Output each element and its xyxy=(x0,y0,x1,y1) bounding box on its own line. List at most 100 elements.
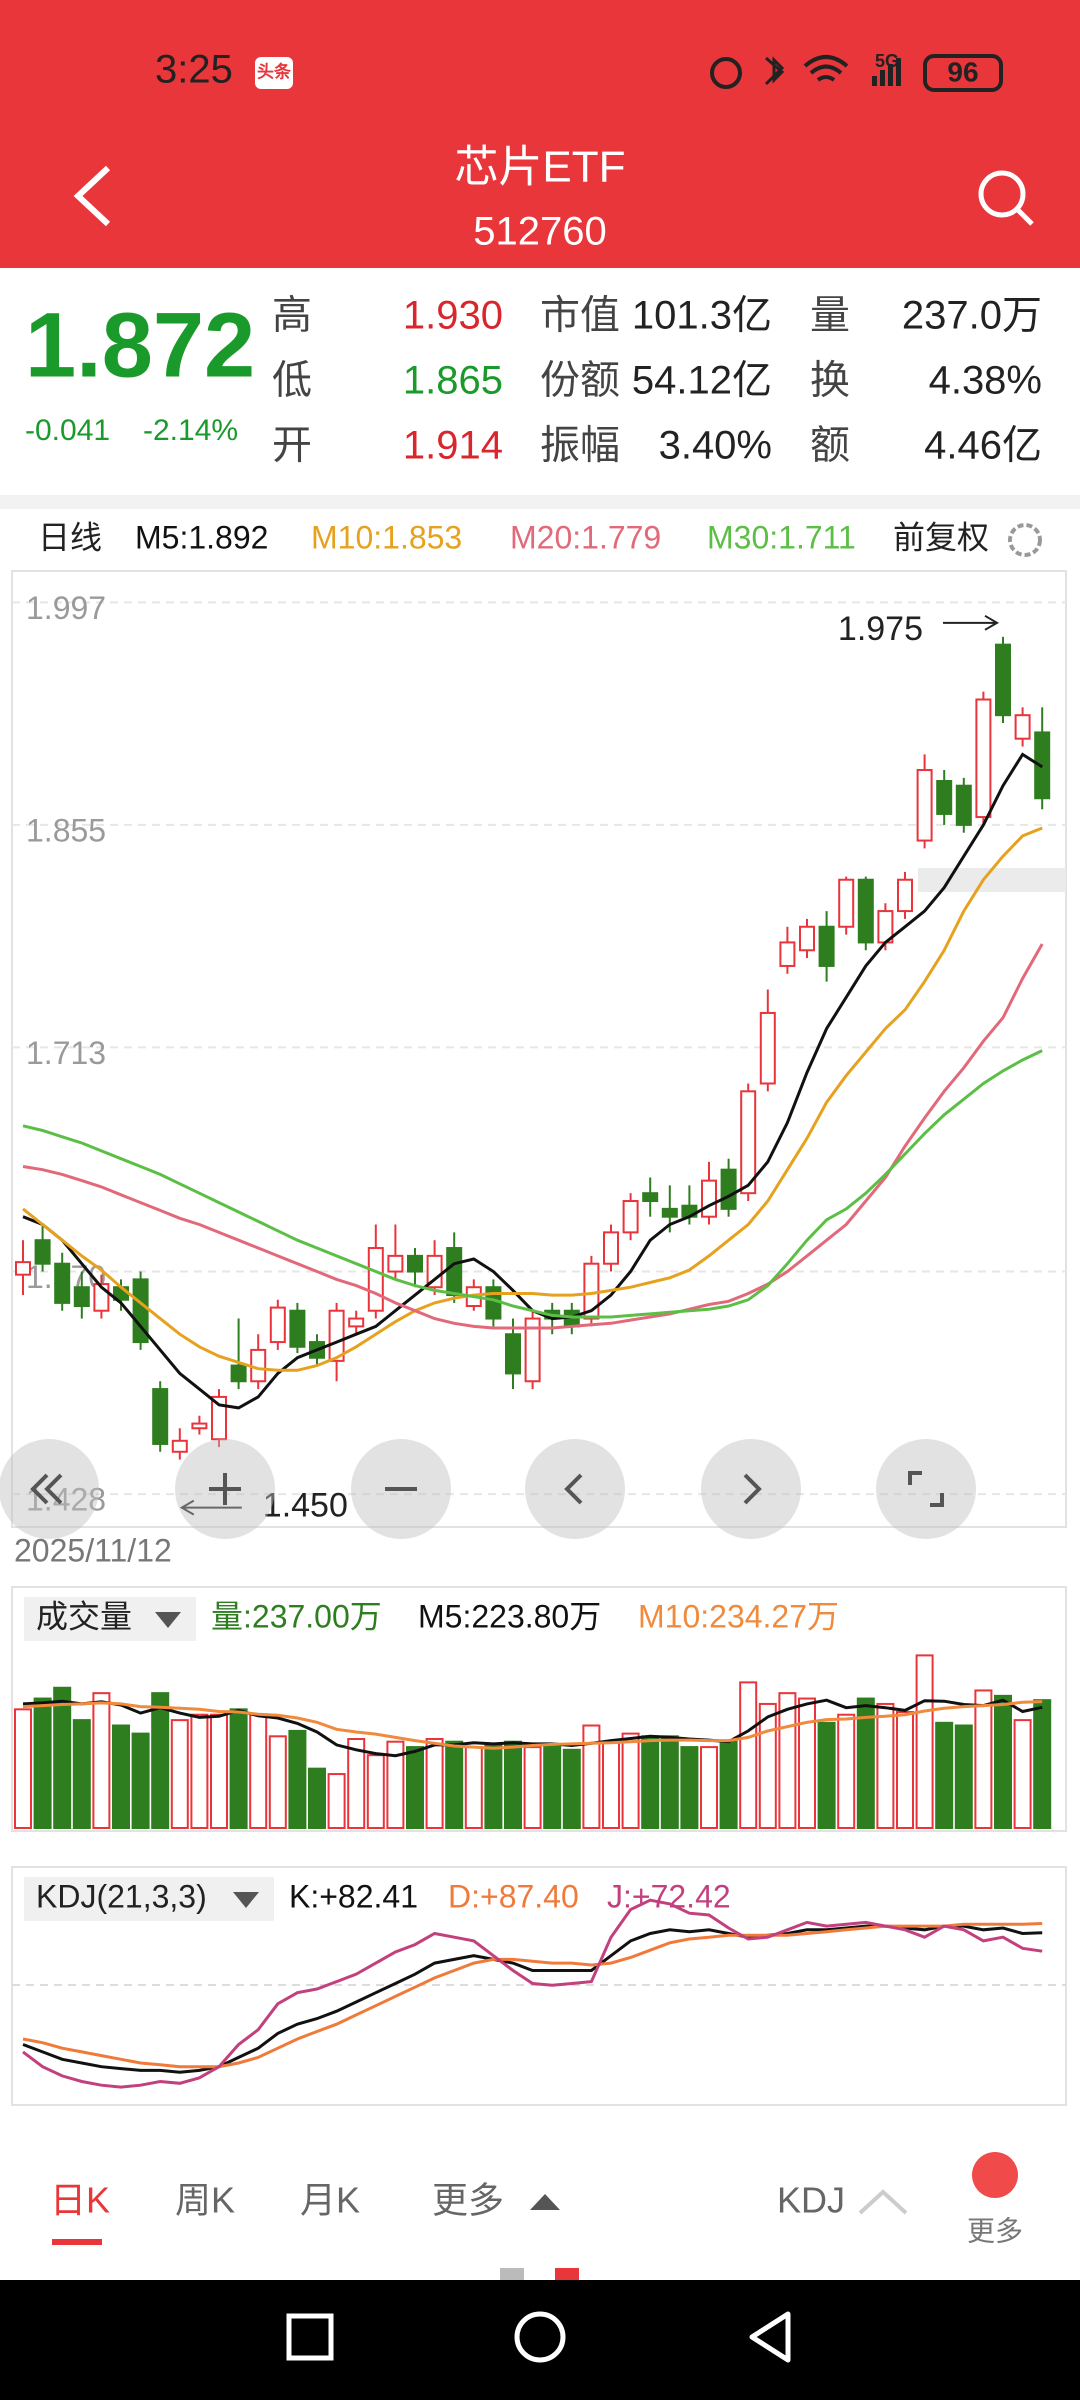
quote-value: 101.3亿 xyxy=(632,294,772,338)
candle-body xyxy=(857,878,874,944)
volume-bar xyxy=(425,1738,444,1829)
more-icon[interactable] xyxy=(972,2152,1018,2198)
battery-level: 96 xyxy=(947,56,978,87)
candle-body xyxy=(54,1262,71,1304)
candle-body xyxy=(152,1388,169,1445)
volume-bar xyxy=(72,1719,91,1829)
candle-body xyxy=(916,769,933,842)
price-change: -0.041 xyxy=(25,414,110,447)
volume-bar xyxy=(817,1721,836,1830)
search-lens xyxy=(978,170,1026,218)
y-tick-label: 1.997 xyxy=(26,590,106,626)
price-pane xyxy=(11,570,1067,1528)
volume-bar xyxy=(445,1740,464,1830)
indicator-chevron[interactable] xyxy=(858,2189,908,2215)
nav-back[interactable] xyxy=(749,2311,791,2363)
legend-entry: K:+82.41 xyxy=(289,1878,418,1914)
search-handle xyxy=(1015,207,1034,226)
volume-bar xyxy=(896,1711,914,1829)
dropdown-arrow xyxy=(233,1892,259,1908)
candle-body xyxy=(603,1231,619,1265)
status-badge: 头条 xyxy=(257,61,292,81)
volume-bar xyxy=(915,1654,934,1829)
control-icon xyxy=(209,1473,241,1505)
high-arrow xyxy=(943,614,999,631)
series-line xyxy=(22,1924,1043,2074)
legend-entry: M20:1.779 xyxy=(510,519,661,555)
candle-body xyxy=(191,1422,208,1430)
signal-bar xyxy=(896,58,901,86)
period-tab[interactable]: 月K xyxy=(300,2180,360,2221)
status-icons xyxy=(710,54,1003,92)
candle-body xyxy=(367,1247,384,1312)
volume-bar xyxy=(974,1689,993,1830)
quote-value: 54.12亿 xyxy=(632,359,772,403)
candle-body xyxy=(955,784,972,826)
period-tab[interactable]: 周K xyxy=(175,2180,235,2221)
quote-label: 高 xyxy=(272,294,312,338)
legend-entry: D:+87.40 xyxy=(448,1878,579,1914)
volume-bar xyxy=(562,1748,581,1829)
volume-bar xyxy=(249,1713,268,1830)
header-bg xyxy=(0,0,1080,268)
control-icon xyxy=(30,1473,63,1505)
candle-body xyxy=(407,1254,423,1273)
candle-body xyxy=(701,1179,717,1218)
chart-control[interactable] xyxy=(876,1439,976,1539)
volume-bar xyxy=(778,1692,797,1829)
nav-recent[interactable] xyxy=(286,2313,334,2361)
settings-icon[interactable] xyxy=(1008,523,1042,557)
candle-body xyxy=(759,1011,776,1085)
period-tab[interactable]: 更多 xyxy=(432,2180,504,2221)
quote-value: 3.40% xyxy=(659,424,772,468)
volume-title: 成交量 xyxy=(36,1598,132,1634)
candle-body xyxy=(73,1286,90,1308)
badge-bg xyxy=(255,57,293,89)
nav-home[interactable] xyxy=(514,2311,566,2363)
volume-bar xyxy=(484,1743,503,1829)
y-tick-label: 1.855 xyxy=(26,812,106,848)
candle-body xyxy=(289,1309,306,1348)
volume-bar xyxy=(53,1686,72,1829)
legend-entry: 量:237.00万 xyxy=(211,1598,382,1634)
period-tab[interactable]: 日K xyxy=(50,2180,110,2221)
volume-bar xyxy=(190,1713,209,1830)
search-button[interactable] xyxy=(978,170,1034,226)
quote-value: 1.914 xyxy=(403,424,503,468)
control-icon xyxy=(743,1473,762,1505)
volume-bar xyxy=(758,1702,777,1830)
legend-entry: M5:1.892 xyxy=(135,519,268,555)
volume-bar xyxy=(660,1735,679,1829)
candle-body xyxy=(171,1439,188,1453)
legend-entry: M10:1.853 xyxy=(311,519,462,555)
volume-bar xyxy=(798,1697,816,1829)
back-button[interactable] xyxy=(73,165,111,227)
page-dot xyxy=(555,2268,579,2280)
series-line xyxy=(22,1049,1043,1319)
candle-body xyxy=(642,1192,659,1203)
indicator-selector[interactable] xyxy=(24,1877,274,1921)
volume-bar xyxy=(464,1746,483,1830)
legend-entry: M5:223.80万 xyxy=(418,1598,601,1634)
candle-body xyxy=(1014,714,1031,740)
more-label[interactable]: 更多 xyxy=(967,2215,1023,2246)
candle-body xyxy=(818,925,835,967)
volume-bar xyxy=(151,1692,170,1829)
candle-body xyxy=(34,1239,51,1265)
volume-bar xyxy=(994,1694,1012,1830)
battery-icon xyxy=(923,54,1003,92)
candle-body xyxy=(779,941,796,967)
indicator-tab[interactable]: KDJ xyxy=(777,2180,845,2221)
quote-label: 低 xyxy=(272,359,312,403)
quote-label: 开 xyxy=(272,424,312,468)
candle-body xyxy=(740,1090,757,1195)
chart-control[interactable] xyxy=(525,1439,625,1539)
bluetooth-icon xyxy=(764,56,785,86)
volume-bar xyxy=(14,1708,32,1830)
chart-control[interactable] xyxy=(701,1439,801,1539)
candle-body xyxy=(348,1317,365,1328)
volume-bar xyxy=(837,1713,856,1830)
candle-body xyxy=(936,780,953,815)
low-arrow xyxy=(179,1499,242,1516)
